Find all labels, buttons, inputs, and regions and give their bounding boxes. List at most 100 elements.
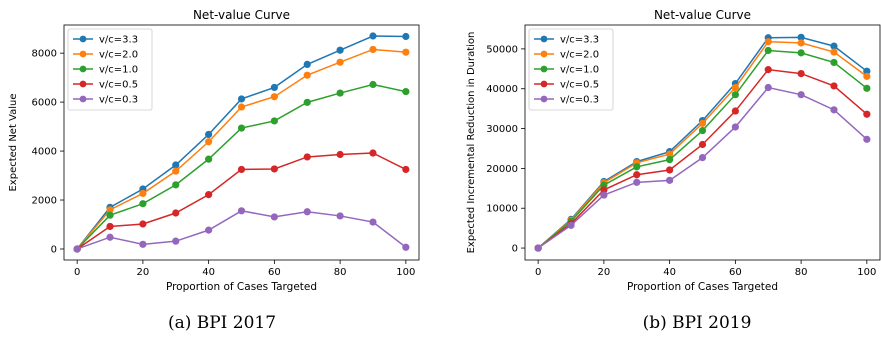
- data-point: [698, 140, 707, 149]
- data-point: [270, 117, 278, 125]
- data-point: [205, 138, 213, 146]
- data-point: [830, 48, 838, 56]
- legend-marker: [540, 95, 548, 103]
- data-point: [139, 240, 147, 248]
- data-point: [797, 39, 805, 47]
- data-point: [369, 149, 377, 157]
- series-line-4: [76, 210, 407, 250]
- data-point: [797, 69, 805, 78]
- data-point: [336, 58, 344, 66]
- legend-label: v/c=2.0: [560, 50, 599, 61]
- legend: v/c=3.3 v/c=2.0 v/c=1.0 v/c=0.5 v/c=0.3: [528, 28, 614, 111]
- data-point: [764, 83, 772, 92]
- data-point: [698, 126, 707, 135]
- y-tick-label: 20000: [486, 164, 518, 175]
- data-point: [205, 130, 213, 139]
- legend-label: v/c=0.3: [560, 95, 599, 106]
- data-point: [336, 89, 344, 97]
- data-point: [633, 163, 641, 171]
- data-point: [402, 32, 410, 41]
- data-point: [270, 83, 278, 92]
- plot-area-frame: [63, 24, 420, 261]
- data-point: [698, 154, 707, 162]
- data-point: [270, 93, 278, 101]
- legend-label: v/c=1.0: [560, 65, 599, 76]
- legend-marker: [540, 50, 548, 58]
- y-tick-label: 50000: [486, 44, 518, 55]
- data-point: [237, 95, 246, 103]
- x-tick-label: 60: [268, 267, 281, 278]
- data-point: [830, 42, 838, 50]
- x-tick-label: 20: [137, 267, 150, 278]
- data-point: [336, 150, 344, 159]
- data-point: [205, 191, 213, 199]
- data-point: [172, 161, 180, 169]
- y-tick-label: 2000: [32, 196, 57, 207]
- data-point: [863, 110, 871, 118]
- legend-marker: [540, 80, 548, 88]
- data-point: [237, 124, 246, 132]
- legend-marker: [540, 65, 548, 73]
- data-point: [666, 166, 674, 174]
- figure-caption: (a) BPI 2017: [168, 313, 276, 333]
- data-point: [303, 71, 311, 79]
- data-point: [600, 186, 608, 194]
- legend: v/c=3.3 v/c=2.0 v/c=1.0 v/c=0.5 v/c=0.3: [67, 28, 153, 111]
- legend-box: [67, 28, 153, 111]
- data-point: [172, 237, 180, 245]
- legend-marker: [79, 65, 87, 73]
- legend-label: v/c=0.5: [560, 80, 599, 91]
- y-tick-label: 0: [512, 244, 518, 255]
- data-point: [830, 82, 838, 90]
- y-tick-label: 0: [51, 244, 57, 255]
- data-point: [863, 67, 871, 75]
- data-point: [303, 208, 311, 216]
- x-axis-label: Proportion of Cases Targeted: [166, 281, 317, 293]
- data-point: [797, 33, 805, 41]
- data-point: [172, 181, 180, 189]
- data-point: [830, 106, 838, 114]
- data-point: [666, 176, 674, 184]
- legend-label: v/c=1.0: [99, 65, 138, 76]
- y-tick-label: 40000: [486, 84, 518, 95]
- data-point: [567, 221, 575, 229]
- data-point: [863, 72, 871, 80]
- data-point: [666, 150, 674, 158]
- x-tick-label: 0: [535, 267, 541, 278]
- legend-marker: [540, 35, 548, 43]
- data-point: [106, 233, 114, 241]
- x-tick-label: 0: [74, 267, 80, 278]
- data-point: [139, 189, 147, 198]
- data-point: [764, 38, 772, 46]
- data-point: [633, 171, 641, 179]
- data-point: [402, 87, 410, 96]
- data-point: [303, 153, 311, 161]
- data-point: [336, 212, 344, 220]
- chart-panel-bpi-2017: Net-value Curve 0 20 40 60 80 100 0 2000 4000 6000…: [8, 8, 420, 333]
- chart-title: Net-value Curve: [654, 8, 751, 22]
- data-point: [797, 91, 805, 99]
- chart-title: Net-value Curve: [193, 8, 290, 22]
- legend-marker: [79, 35, 87, 43]
- x-tick-label: 100: [857, 267, 876, 278]
- data-point: [369, 45, 377, 54]
- data-point: [369, 80, 377, 89]
- x-tick-label: 20: [598, 267, 611, 278]
- data-point: [731, 91, 739, 99]
- data-point: [731, 107, 739, 115]
- data-point: [139, 220, 147, 228]
- data-point: [731, 83, 739, 92]
- legend-marker: [79, 80, 87, 88]
- data-point: [237, 207, 246, 215]
- data-point: [863, 84, 871, 92]
- data-point: [369, 32, 377, 40]
- legend-marker: [79, 95, 87, 103]
- data-point: [402, 243, 410, 251]
- chart-panel-bpi-2019: Net-value Curve 0 20 40 60 80 100 0 10000 20000 30…: [466, 8, 881, 333]
- y-axis-label: Expected Net Value: [8, 93, 19, 191]
- data-point: [303, 98, 311, 106]
- y-axis-label: Expected Incremental Reduction in Durati…: [466, 32, 477, 254]
- x-axis-label: Proportion of Cases Targeted: [627, 281, 778, 293]
- data-point: [698, 119, 707, 127]
- data-point: [237, 165, 246, 174]
